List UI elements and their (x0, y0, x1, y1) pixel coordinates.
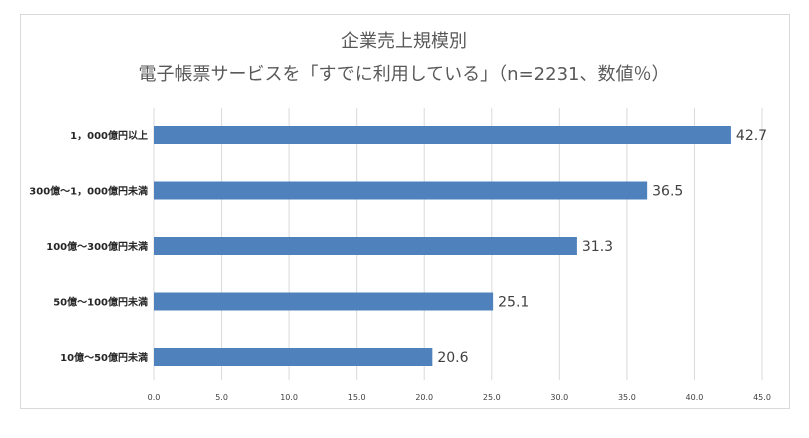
data-label-1: 36.5 (652, 184, 683, 200)
data-label-0: 42.7 (736, 128, 767, 144)
x-tick-label-3: 15.0 (348, 393, 366, 402)
category-label-1: 300億～1，000億円未満 (29, 185, 148, 198)
grid-layer (153, 108, 763, 380)
bar-layer (154, 126, 731, 366)
bar-1 (154, 181, 648, 200)
data-label-4: 20.6 (437, 350, 468, 366)
label-layer: 0.0 5.0 10.0 15.0 20.0 25.0 30.0 35.0 40.0 45.0 1，… (29, 128, 771, 402)
category-label-0: 1，000億円以上 (70, 129, 148, 142)
data-label-2: 31.3 (582, 239, 613, 255)
category-label-4: 10億～50億円未満 (60, 351, 148, 364)
x-tick-label-9: 45.0 (753, 393, 771, 402)
x-tick-label-0: 0.0 (148, 393, 161, 402)
category-label-3: 50億～100億円未満 (53, 296, 148, 309)
chart-title: 企業売上規模別 (341, 31, 467, 52)
category-label-2: 100億～300億円未満 (46, 240, 148, 253)
x-tick-label-2: 10.0 (280, 393, 298, 402)
x-tick-label-6: 30.0 (550, 393, 568, 402)
x-tick-label-7: 35.0 (618, 393, 636, 402)
x-tick-label-8: 40.0 (686, 393, 704, 402)
bar-2 (154, 237, 577, 255)
chart-subtitle: 電子帳票サービスを「すでに利用している」（n=2231、数値％） (139, 64, 670, 85)
x-tick-label-5: 25.0 (483, 393, 501, 402)
chart-frame (20, 14, 790, 409)
x-tick-label-1: 5.0 (215, 393, 228, 402)
data-label-3: 25.1 (498, 295, 529, 311)
bar-0 (154, 126, 731, 144)
x-tick-label-4: 20.0 (415, 393, 433, 402)
bar-4 (154, 348, 433, 366)
bar-3 (154, 292, 494, 311)
